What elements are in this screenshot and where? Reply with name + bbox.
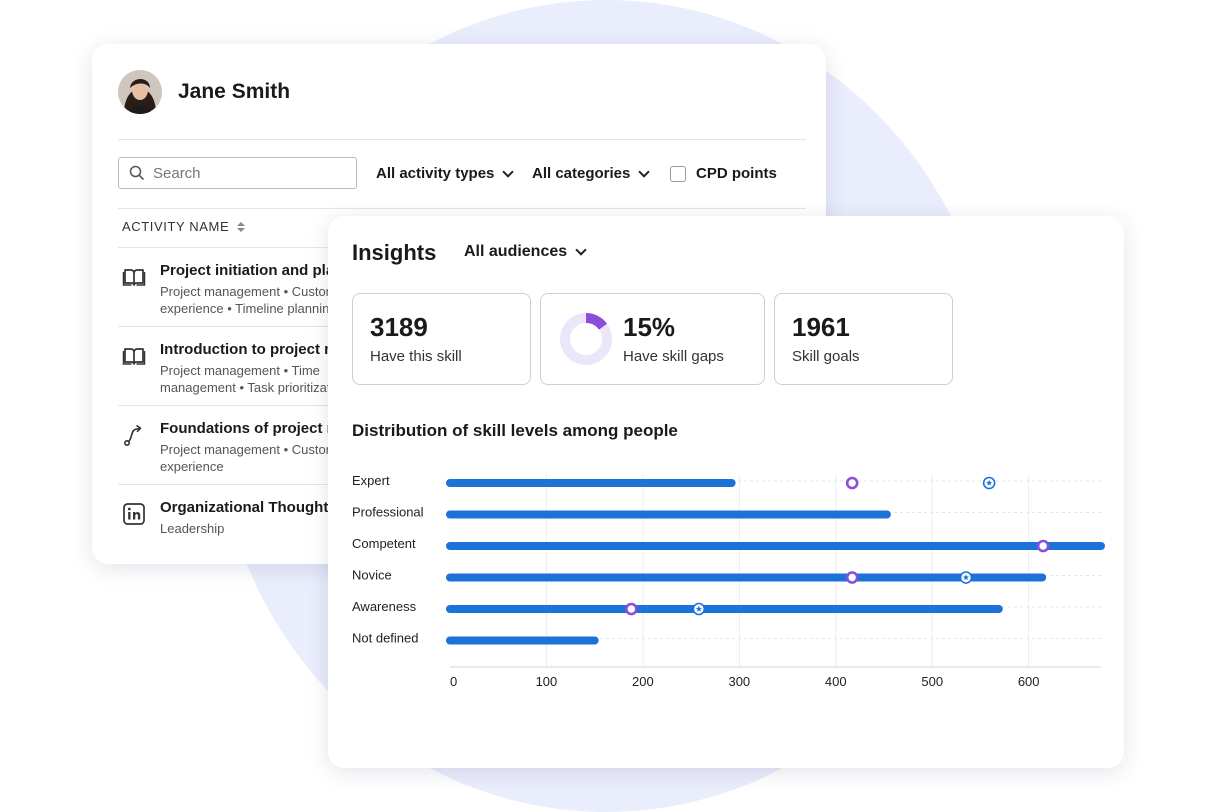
stat-value: 1961 xyxy=(792,312,850,342)
stat-card-skill-goals[interactable]: 1961 Skill goals xyxy=(774,293,953,385)
chevron-down-icon xyxy=(638,165,651,178)
sort-icon xyxy=(237,221,246,232)
cpd-points-toggle[interactable]: CPD points xyxy=(670,165,777,182)
activity-tags: Project management • Custom experience •… xyxy=(160,284,337,316)
path-icon xyxy=(122,423,146,447)
category-label: Professional xyxy=(352,505,424,520)
list-item[interactable]: Project initiation and pla Project manag… xyxy=(118,248,806,326)
divider xyxy=(118,208,806,209)
stat-label: Skill goals xyxy=(792,348,860,365)
divider xyxy=(118,139,806,140)
activity-tags: Project management • Time management • T… xyxy=(160,363,331,395)
search-input[interactable] xyxy=(153,162,348,184)
book-icon xyxy=(122,265,146,289)
skill-gap-donut xyxy=(560,313,612,365)
category-label: All categories xyxy=(532,165,631,182)
activity-tags: Project management • Custom experience xyxy=(160,442,337,474)
chevron-down-icon xyxy=(502,165,515,178)
audience-filter[interactable]: All audiences xyxy=(464,243,587,261)
stat-value: 15% xyxy=(623,312,676,342)
x-tick-label: 0 xyxy=(450,674,457,689)
x-tick-label: 500 xyxy=(921,674,943,689)
skill-gap-marker xyxy=(1036,539,1050,553)
activity-type-label: All activity types xyxy=(376,165,495,182)
star-icon xyxy=(695,605,702,612)
skill-level-chart: 0 100 200 300 400 500 600 Expert Professional Com… xyxy=(352,473,1105,689)
search-field[interactable] xyxy=(118,157,357,189)
category-label: Competent xyxy=(352,536,416,551)
stat-label: Have skill gaps xyxy=(623,348,724,365)
star-icon xyxy=(962,574,970,581)
chevron-down-icon xyxy=(575,244,587,256)
skill-gap-marker xyxy=(845,476,859,490)
skill-gap-marker xyxy=(845,571,859,584)
category-label: Novice xyxy=(352,568,392,583)
column-header-activity-name[interactable]: ACTIVITY NAME xyxy=(122,219,246,234)
list-item[interactable]: Organizational Thought Leadership xyxy=(118,485,806,545)
activity-tags: Leadership xyxy=(160,521,225,536)
activity-title: Organizational Thought xyxy=(160,499,329,516)
avatar[interactable] xyxy=(118,70,162,114)
insights-title: Insights xyxy=(352,240,437,265)
stat-card-have-skill[interactable]: 3189 Have this skill xyxy=(352,293,531,385)
stat-card-skill-gaps[interactable]: 15% Have skill gaps xyxy=(540,293,765,385)
x-tick-label: 600 xyxy=(1018,674,1040,689)
insights-panel: Insights All audiences 3189 Have this sk… xyxy=(328,216,1124,768)
category-filter[interactable]: All categories xyxy=(532,165,651,182)
list-item[interactable]: Introduction to project m Project manage… xyxy=(118,327,806,405)
stat-value: 3189 xyxy=(370,312,428,342)
activity-title: Foundations of project m xyxy=(160,420,340,437)
x-tick-label: 100 xyxy=(536,674,558,689)
category-label: Awareness xyxy=(352,599,417,614)
stat-label: Have this skill xyxy=(370,348,462,365)
cpd-points-label: CPD points xyxy=(696,165,777,182)
donut-arc xyxy=(560,313,612,365)
activity-title: Introduction to project m xyxy=(160,341,338,358)
chart-title: Distribution of skill levels among peopl… xyxy=(352,421,678,440)
category-label: Expert xyxy=(352,473,390,488)
book-icon xyxy=(122,344,146,368)
star-icon xyxy=(986,479,993,486)
linkedin-icon xyxy=(122,502,146,526)
x-tick-label: 200 xyxy=(632,674,654,689)
user-name: Jane Smith xyxy=(178,80,291,103)
category-label: Not defined xyxy=(352,631,419,646)
x-tick-label: 400 xyxy=(825,674,847,689)
cpd-points-checkbox[interactable] xyxy=(670,165,686,182)
activity-title: Project initiation and pla xyxy=(160,262,335,279)
skill-gap-marker xyxy=(625,602,638,616)
search-icon xyxy=(129,165,145,186)
activity-type-filter[interactable]: All activity types xyxy=(376,165,515,182)
column-header-label: ACTIVITY NAME xyxy=(122,219,230,234)
x-tick-label: 300 xyxy=(728,674,750,689)
audience-label: All audiences xyxy=(464,243,568,260)
list-item[interactable]: Foundations of project m Project managem… xyxy=(118,406,806,484)
